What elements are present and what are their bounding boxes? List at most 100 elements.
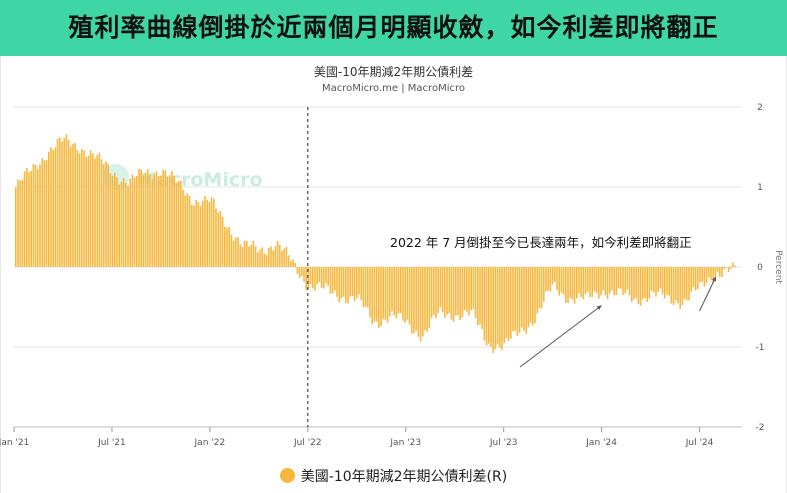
bar[interactable] [360,267,362,300]
bar[interactable] [180,180,182,267]
bar[interactable] [331,267,334,294]
bar[interactable] [598,267,600,299]
bar[interactable] [448,267,450,314]
bar[interactable] [602,267,604,291]
bar[interactable] [120,181,123,267]
bar[interactable] [52,149,54,267]
bar[interactable] [125,182,127,267]
bar[interactable] [496,267,499,345]
bar[interactable] [463,267,466,311]
bar[interactable] [72,143,74,267]
bar[interactable] [373,267,376,322]
bar[interactable] [263,253,266,267]
bar[interactable] [600,267,602,296]
bar[interactable] [65,134,68,267]
bar[interactable] [290,261,292,267]
bar[interactable] [727,267,730,273]
bar[interactable] [686,267,688,301]
bar[interactable] [400,267,402,313]
bar[interactable] [136,176,138,267]
bar[interactable] [30,170,32,267]
bar[interactable] [591,267,593,297]
bar[interactable] [525,267,527,334]
bar[interactable] [604,267,607,296]
bar[interactable] [628,267,631,296]
bar[interactable] [450,267,453,320]
bar[interactable] [243,240,246,267]
bar[interactable] [633,267,635,300]
bar[interactable] [162,169,164,267]
bar[interactable] [358,267,360,295]
bar[interactable] [345,267,347,303]
bar[interactable] [153,174,156,267]
bar[interactable] [78,153,81,267]
bar[interactable] [195,199,197,267]
bar[interactable] [320,267,323,288]
bar[interactable] [56,138,59,267]
bar[interactable] [710,267,712,281]
bar[interactable] [276,240,279,267]
bar[interactable] [171,170,173,267]
bar[interactable] [505,267,508,339]
bar[interactable] [334,267,336,291]
bar[interactable] [232,240,235,267]
bar[interactable] [613,267,615,296]
bar[interactable] [620,267,622,289]
bar[interactable] [485,267,488,346]
bar[interactable] [50,147,52,267]
bar[interactable] [246,240,248,267]
bar[interactable] [490,267,492,347]
bar[interactable] [107,163,109,267]
bar[interactable] [144,172,147,267]
bar[interactable] [158,176,160,267]
bar[interactable] [362,267,365,308]
bar[interactable] [323,267,325,289]
bar[interactable] [554,267,556,282]
bar[interactable] [270,246,272,267]
bar[interactable] [694,267,697,291]
bar[interactable] [483,267,486,341]
bar[interactable] [411,267,413,334]
bar[interactable] [105,161,107,267]
bar[interactable] [202,200,204,267]
bar[interactable] [430,267,433,318]
bar[interactable] [85,157,87,267]
bar[interactable] [703,267,706,287]
bar[interactable] [239,244,241,267]
bar[interactable] [551,267,554,285]
bar[interactable] [314,267,316,291]
bar[interactable] [617,267,620,289]
bar[interactable] [587,267,589,292]
bar[interactable] [679,267,681,309]
bar[interactable] [114,172,116,267]
bar[interactable] [670,267,673,304]
bar[interactable] [305,267,307,291]
bar[interactable] [516,267,519,336]
bar[interactable] [389,267,391,317]
bar[interactable] [668,267,670,296]
bar[interactable] [699,267,701,283]
bar[interactable] [672,267,675,305]
bar[interactable] [39,164,41,267]
bar[interactable] [470,267,472,311]
bar[interactable] [371,267,373,324]
bar[interactable] [265,254,268,267]
bar[interactable] [545,267,547,292]
bar[interactable] [285,247,288,267]
bar[interactable] [138,168,140,267]
bar[interactable] [455,267,457,316]
bar[interactable] [657,267,659,293]
bar[interactable] [131,174,134,267]
bar[interactable] [547,267,549,291]
bar[interactable] [127,185,129,267]
bar[interactable] [164,170,167,267]
bar[interactable] [186,193,189,267]
bar[interactable] [217,212,219,267]
bar[interactable] [650,267,653,291]
bar[interactable] [98,152,101,267]
bar[interactable] [191,204,193,267]
bar[interactable] [83,150,85,267]
bar[interactable] [26,167,28,267]
bar[interactable] [87,155,90,267]
bar[interactable] [661,267,664,295]
